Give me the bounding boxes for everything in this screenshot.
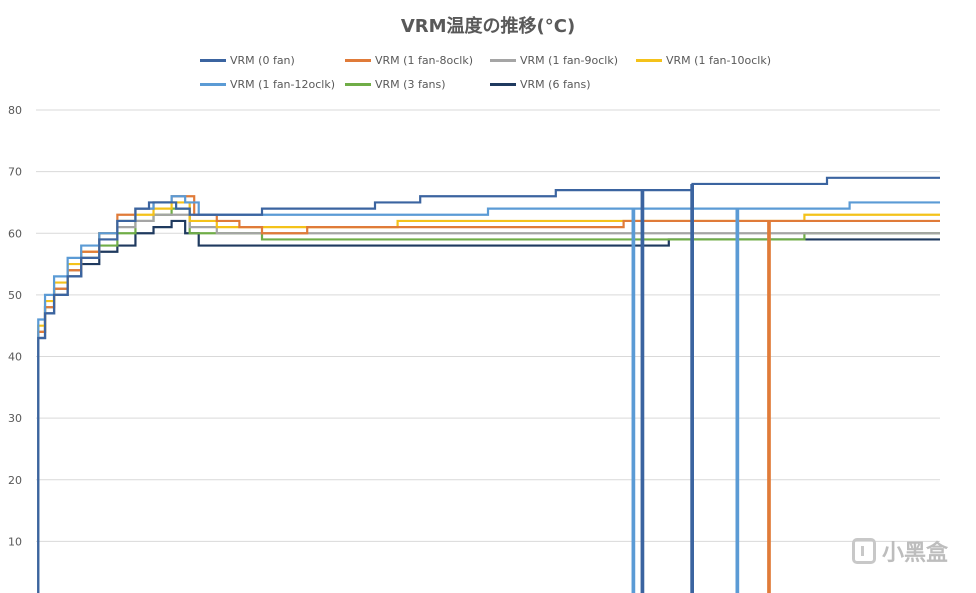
legend-swatch (200, 83, 226, 86)
legend-label: VRM (6 fans) (520, 78, 591, 91)
y-tick-label: 60 (8, 227, 22, 240)
watermark-text: 小黑盒 (881, 541, 948, 566)
legend-label: VRM (3 fans) (375, 78, 446, 91)
legend-swatch (490, 59, 516, 62)
legend-item: VRM (1 fan-12oclk) (200, 78, 335, 91)
legend-item: VRM (1 fan-8oclk) (345, 54, 473, 67)
chart-title: VRM温度の推移(°C) (400, 16, 576, 37)
legend-label: VRM (1 fan-12oclk) (230, 78, 335, 91)
watermark: 小黑盒 (851, 535, 948, 567)
legend-label: VRM (0 fan) (230, 54, 295, 67)
legend-label: VRM (1 fan-10oclk) (666, 54, 771, 67)
legend-item: VRM (0 fan) (200, 54, 295, 67)
legend-item: VRM (1 fan-10oclk) (636, 54, 771, 67)
legend-item: VRM (3 fans) (345, 78, 446, 91)
legend-swatch (200, 59, 226, 62)
legend-label: VRM (1 fan-9oclk) (520, 54, 618, 67)
series-line-6 (37, 219, 940, 593)
legend-item: VRM (1 fan-9oclk) (490, 54, 618, 67)
legend-label: VRM (1 fan-8oclk) (375, 54, 473, 67)
series-line-4 (37, 195, 940, 593)
series-line-1 (37, 195, 940, 593)
y-tick-label: 70 (8, 166, 22, 179)
gridlines (36, 109, 940, 542)
series-line-2 (37, 213, 940, 593)
y-tick-label: 40 (8, 351, 22, 364)
legend-item: VRM (6 fans) (490, 78, 591, 91)
y-tick-label: 20 (8, 474, 22, 487)
y-tick-label: 80 (8, 104, 22, 117)
series-line-0 (37, 176, 940, 593)
legend-swatch (490, 83, 516, 86)
y-tick-label: 30 (8, 412, 22, 425)
y-tick-label: 50 (8, 289, 22, 302)
legend-swatch (345, 83, 371, 86)
y-tick-label: 10 (8, 535, 22, 548)
series-line-5 (37, 207, 940, 593)
series-line-3 (37, 201, 940, 593)
watermark-logo-icon (851, 538, 876, 564)
legend-swatch (345, 59, 371, 62)
legend-swatch (636, 59, 662, 62)
